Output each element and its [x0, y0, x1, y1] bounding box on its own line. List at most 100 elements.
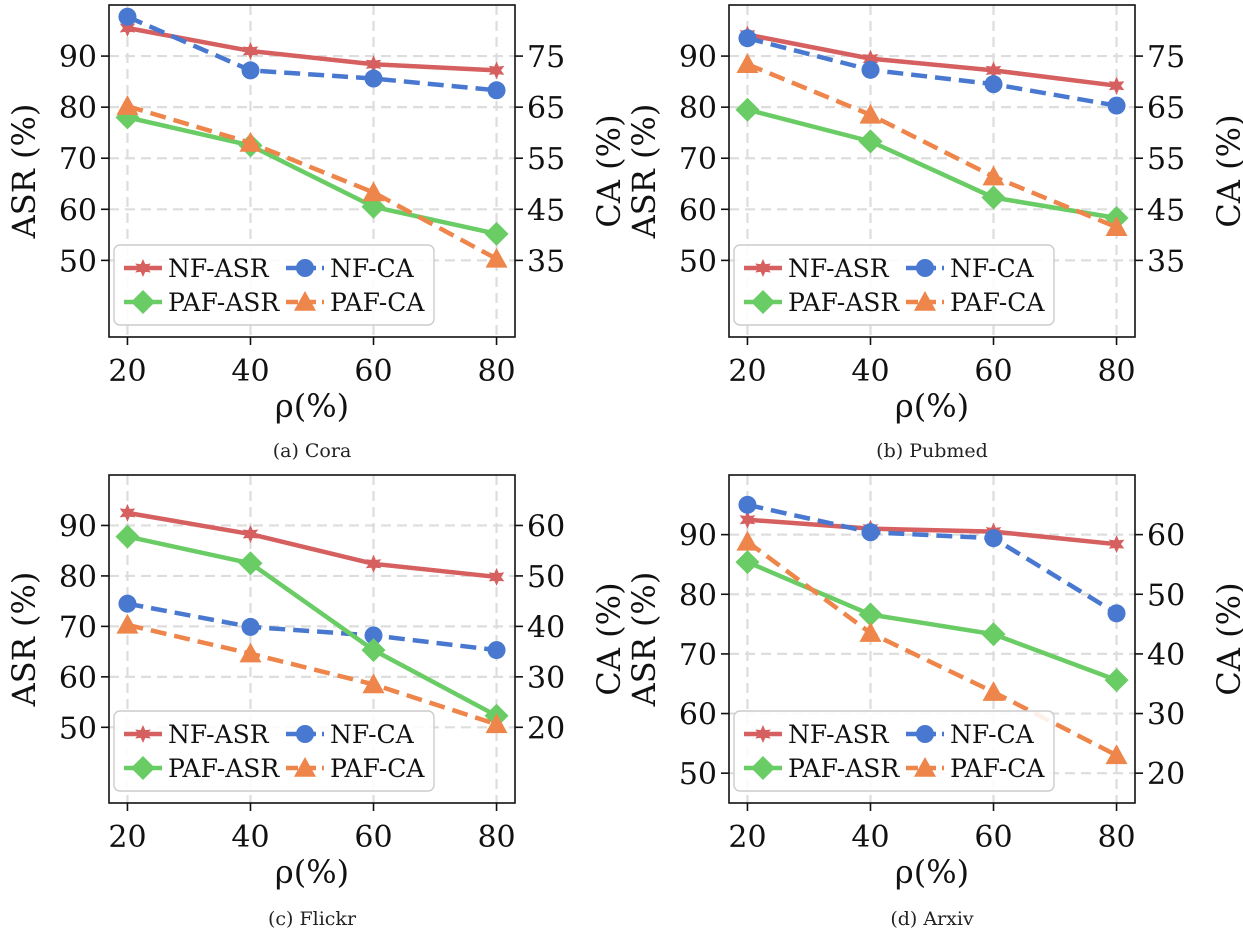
- legend-label-nf-asr: NF-ASR: [168, 720, 270, 749]
- data-point-paf-ca-3: [982, 681, 1005, 701]
- y-left-tick-label-4: 80: [679, 578, 717, 613]
- y-axis-label-left: ASR (%): [625, 572, 663, 708]
- y-right-tick-label-1: 20: [1147, 757, 1185, 792]
- y-right-tick-label-5: 75: [1147, 40, 1185, 75]
- y-right-tick-label-4: 65: [1147, 91, 1185, 126]
- y-left-tick-label-4: 80: [679, 91, 717, 126]
- series-line-paf-ca: [746, 539, 1118, 758]
- data-point-paf-ca-4: [485, 713, 508, 734]
- x-axis-label: ρ(%): [895, 387, 969, 425]
- data-point-nf-ca-4: [487, 81, 506, 100]
- y-right-tick-label-3: 55: [527, 142, 565, 177]
- data-point-paf-asr-4: [1104, 668, 1129, 693]
- data-point-paf-ca-4: [485, 247, 508, 268]
- data-point-nf-ca-2: [241, 617, 260, 636]
- legend-marker-paf-ca: [914, 291, 936, 311]
- data-point-paf-asr-1: [735, 550, 760, 575]
- y-axis-label-right: CA (%): [1210, 582, 1243, 695]
- data-point-nf-asr-3: [365, 554, 382, 573]
- data-point-nf-ca-3: [984, 75, 1003, 94]
- legend-label-nf-ca: NF-CA: [330, 720, 415, 749]
- legend-marker-paf-ca: [294, 757, 316, 777]
- y-left-tick-label-5: 90: [679, 40, 717, 75]
- plot-frame: [728, 4, 1136, 338]
- series-line-paf-ca: [746, 62, 1118, 230]
- data-point-paf-asr-3: [981, 185, 1006, 210]
- chart-panel-2: 20 40 60 80 50 60 70 80 90 35 45 55 65 75 ρ(%) ASR (%) C…: [625, 4, 1243, 462]
- y-right-tick-label-2: 45: [527, 193, 565, 228]
- x-tick-label-3: 60: [974, 354, 1012, 389]
- panel-caption: (c) Flickr: [268, 908, 357, 930]
- y-right-tick-label-1: 20: [527, 711, 565, 746]
- x-tick-label-1: 20: [108, 354, 146, 389]
- y-left-tick-label-4: 80: [59, 560, 97, 595]
- legend-label-paf-asr: PAF-ASR: [168, 754, 280, 783]
- data-point-paf-ca-3: [982, 165, 1005, 186]
- data-point-nf-ca-4: [1107, 604, 1126, 623]
- x-axis-label: ρ(%): [895, 853, 969, 891]
- legend-box: [733, 710, 1055, 792]
- series-line-nf-asr: [747, 517, 1117, 547]
- data-point-nf-ca-3: [364, 626, 383, 645]
- y-axis-label-right: CA (%): [590, 582, 628, 695]
- y-left-tick-label-1: 50: [59, 711, 97, 746]
- y-axis-label-left: ASR (%): [5, 572, 43, 708]
- data-point-nf-ca-1: [738, 495, 757, 514]
- y-left-tick-label-2: 60: [679, 698, 717, 733]
- legend-label-paf-ca: PAF-CA: [330, 754, 425, 783]
- y-left-tick-label-4: 80: [59, 91, 97, 126]
- panel-caption: (b) Pubmed: [876, 440, 988, 462]
- data-point-paf-ca-3: [362, 673, 385, 694]
- x-tick-label-2: 40: [851, 354, 889, 389]
- x-tick-label-1: 20: [728, 354, 766, 389]
- y-left-tick-label-2: 60: [59, 193, 97, 228]
- y-left-tick-label-3: 70: [59, 610, 97, 645]
- chart-panel-1: 20 40 60 80 50 60 70 80 90 35 45 55 65 75 ρ(%) ASR (%) C…: [5, 4, 628, 462]
- data-point-paf-asr-3: [361, 638, 386, 663]
- series-line-paf-ca: [126, 622, 498, 727]
- data-point-paf-ca-1: [116, 95, 139, 115]
- legend-marker-paf-ca: [294, 291, 316, 311]
- y-left-tick-label-5: 90: [679, 519, 717, 554]
- data-point-paf-asr-1: [735, 97, 760, 122]
- legend: NF-ASR NF-CA PAF-ASR PAF-CA: [113, 244, 435, 326]
- data-point-nf-ca-1: [118, 594, 137, 613]
- data-point-nf-ca-4: [1107, 96, 1126, 115]
- x-tick-label-4: 80: [477, 354, 515, 389]
- data-point-nf-asr-4: [1108, 535, 1125, 554]
- x-axis-label: ρ(%): [275, 853, 349, 891]
- series-line-nf-asr: [127, 25, 497, 73]
- data-point-paf-ca-4: [1105, 744, 1128, 765]
- data-point-nf-asr-4: [488, 567, 505, 586]
- legend: NF-ASR NF-CA PAF-ASR PAF-CA: [733, 244, 1055, 326]
- data-point-paf-ca-4: [1105, 216, 1128, 236]
- y-right-tick-label-4: 65: [527, 91, 565, 126]
- x-tick-label-4: 80: [1097, 820, 1135, 855]
- data-point-nf-ca-2: [241, 61, 260, 80]
- y-right-tick-label-1: 35: [1147, 244, 1185, 279]
- y-left-tick-label-5: 90: [59, 40, 97, 75]
- panel-caption: (a) Cora: [273, 440, 352, 462]
- y-right-tick-label-2: 45: [1147, 193, 1185, 228]
- data-point-paf-ca-2: [859, 622, 882, 642]
- y-right-tick-label-3: 40: [527, 610, 565, 645]
- legend: NF-ASR NF-CA PAF-ASR PAF-CA: [113, 710, 435, 792]
- y-left-tick-label-2: 60: [59, 661, 97, 696]
- y-right-tick-label-1: 35: [527, 244, 565, 279]
- y-left-tick-label-2: 60: [679, 193, 717, 228]
- legend-marker-paf-asr: [751, 756, 775, 780]
- data-point-nf-ca-1: [118, 7, 137, 26]
- x-tick-label-1: 20: [728, 820, 766, 855]
- data-point-nf-ca-3: [984, 529, 1003, 548]
- plot-frame: [108, 4, 516, 338]
- data-point-paf-ca-3: [362, 181, 385, 202]
- series-line-nf-ca: [127, 601, 497, 653]
- data-point-nf-ca-2: [861, 523, 880, 542]
- data-point-nf-asr-1: [739, 510, 756, 529]
- y-left-tick-label-1: 50: [59, 244, 97, 279]
- data-point-nf-ca-1: [738, 29, 757, 48]
- series-line-paf-asr: [126, 115, 498, 237]
- plot-frame: [728, 474, 1136, 804]
